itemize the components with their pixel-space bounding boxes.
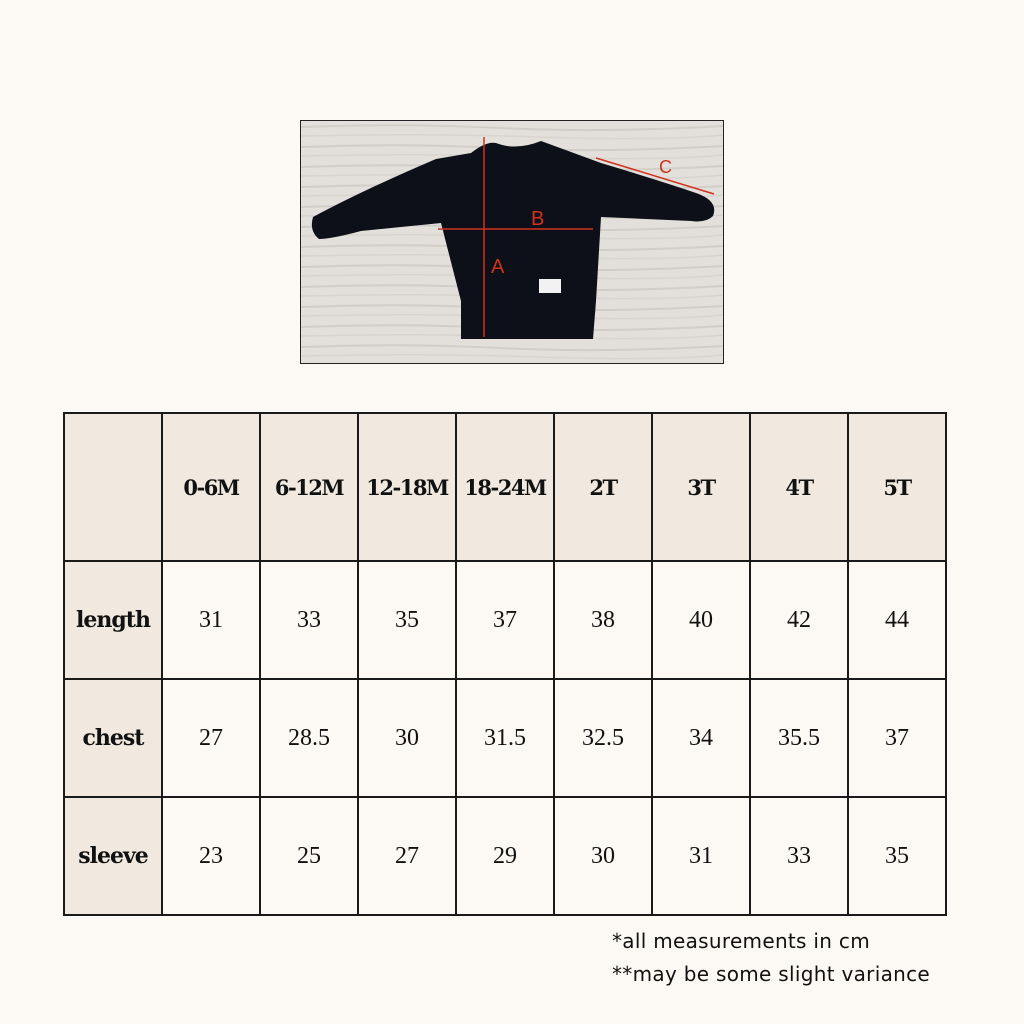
header-size-cell: 6-12M <box>259 412 359 562</box>
measurement-cell: 33 <box>259 560 359 680</box>
measurement-cell: 30 <box>553 796 653 916</box>
header-corner-cell <box>63 412 163 562</box>
measurement-cell: 25 <box>259 796 359 916</box>
header-size-cell: 4T <box>749 412 849 562</box>
measurement-cell: 27 <box>161 678 261 798</box>
table-row-sleeve: sleeve 23 25 27 29 30 31 33 35 <box>63 796 947 916</box>
row-label: length <box>63 560 163 680</box>
header-size-cell: 0-6M <box>161 412 261 562</box>
header-size-cell: 5T <box>847 412 947 562</box>
row-label: chest <box>63 678 163 798</box>
header-size-cell: 12-18M <box>357 412 457 562</box>
marker-b: B <box>531 208 544 230</box>
note-variance: **may be some slight variance <box>612 962 930 986</box>
measurement-cell: 35.5 <box>749 678 849 798</box>
measurement-cell: 38 <box>553 560 653 680</box>
header-size-cell: 2T <box>553 412 653 562</box>
table-row-length: length 31 33 35 37 38 40 42 44 <box>63 560 947 680</box>
measurement-cell: 35 <box>847 796 947 916</box>
measurement-cell: 31 <box>161 560 261 680</box>
sweater-shape <box>311 141 715 339</box>
size-chart-table: 0-6M 6-12M 12-18M 18-24M 2T 3T 4T 5T length 31 33 3… <box>63 412 947 916</box>
measurement-cell: 40 <box>651 560 751 680</box>
measurement-cell: 34 <box>651 678 751 798</box>
measurement-cell: 31 <box>651 796 751 916</box>
header-size-cell: 18-24M <box>455 412 555 562</box>
sweater-measurement-photo: A B C <box>300 120 724 364</box>
measurement-cell: 37 <box>847 678 947 798</box>
marker-c: C <box>659 157 672 177</box>
row-label: sleeve <box>63 796 163 916</box>
marker-a: A <box>491 256 505 278</box>
header-size-cell: 3T <box>651 412 751 562</box>
header-row: 0-6M 6-12M 12-18M 18-24M 2T 3T 4T 5T <box>63 412 947 562</box>
measurement-cell: 31.5 <box>455 678 555 798</box>
measurement-cell: 27 <box>357 796 457 916</box>
measurement-cell: 42 <box>749 560 849 680</box>
measurement-cell: 33 <box>749 796 849 916</box>
table-row-chest: chest 27 28.5 30 31.5 32.5 34 35.5 37 <box>63 678 947 798</box>
measurement-cell: 35 <box>357 560 457 680</box>
measurement-cell: 44 <box>847 560 947 680</box>
note-units: *all measurements in cm <box>612 929 871 953</box>
measurement-cell: 30 <box>357 678 457 798</box>
measurement-cell: 29 <box>455 796 555 916</box>
measurement-cell: 23 <box>161 796 261 916</box>
measurement-cell: 28.5 <box>259 678 359 798</box>
measurement-cell: 37 <box>455 560 555 680</box>
measurement-cell: 32.5 <box>553 678 653 798</box>
